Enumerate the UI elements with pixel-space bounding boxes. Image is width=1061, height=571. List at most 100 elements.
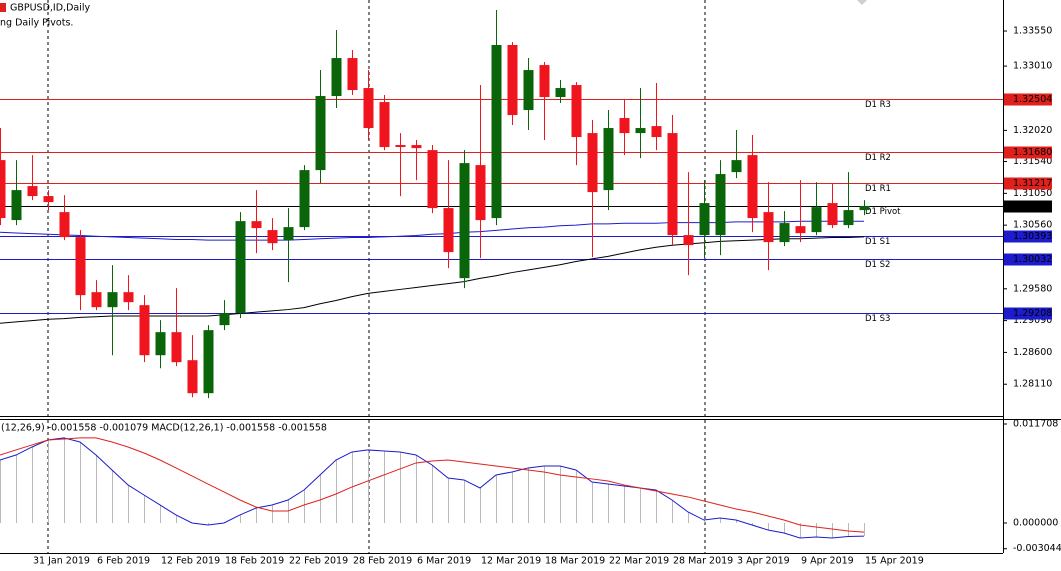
y-tick-label: 1.33550 xyxy=(1013,26,1052,37)
candle-body xyxy=(619,118,630,134)
signal-line xyxy=(0,437,865,533)
candle-body xyxy=(395,145,406,148)
candle-body xyxy=(843,210,854,226)
price-box-label: 1.31680 xyxy=(1013,147,1052,158)
chart-title: GBPUSD,ID,Daily xyxy=(10,3,90,14)
y-tick-label: 1.28110 xyxy=(1013,379,1052,390)
candle-body xyxy=(523,70,534,111)
candle-body xyxy=(747,155,758,219)
candle-body xyxy=(139,305,150,356)
candle-body xyxy=(299,170,310,228)
candle-body xyxy=(571,85,582,138)
x-tick-label: 28 Feb 2019 xyxy=(353,556,412,567)
candle-body xyxy=(587,133,598,193)
pivot-label: D1 R3 xyxy=(865,100,891,110)
candle-body xyxy=(363,88,374,129)
price-panel: D1 R3 D1 R2 D1 R1 D1 Pivot D1 S1 D1 S2 D1 S3 xyxy=(0,9,1003,399)
pivot-label: D1 Pivot xyxy=(865,207,901,217)
candle-body xyxy=(811,207,822,233)
candle-body xyxy=(379,102,390,148)
price-box-label: 1.29208 xyxy=(1013,308,1052,319)
x-tick-label: 31 Jan 2019 xyxy=(33,556,90,567)
x-tick-label: 12 Feb 2019 xyxy=(161,556,220,567)
price-box xyxy=(1004,307,1052,320)
x-tick-label: 3 Apr 2019 xyxy=(737,556,790,567)
y-tick-label: 1.32020 xyxy=(1013,125,1052,136)
candle-body xyxy=(283,227,294,241)
macd-line xyxy=(0,437,865,539)
candle-body xyxy=(603,128,614,191)
scroll-marker xyxy=(857,0,867,5)
candle-body xyxy=(27,186,38,197)
candle-body xyxy=(155,332,166,356)
candle-body xyxy=(267,230,278,244)
macd-title: (12,26,9) -0.001558 -0.001079 MACD(12,26… xyxy=(1,423,327,434)
candle-body xyxy=(251,221,262,229)
x-tick-label: 15 Apr 2019 xyxy=(865,556,924,567)
candle-body xyxy=(91,292,102,308)
macd-panel xyxy=(0,437,865,539)
symbol-icon xyxy=(0,3,6,12)
candle-body xyxy=(475,165,486,221)
price-box xyxy=(1004,93,1052,106)
price-box xyxy=(1004,253,1052,266)
candle-body xyxy=(731,160,742,173)
candle-body xyxy=(699,203,710,236)
x-tick-label: 6 Mar 2019 xyxy=(417,556,471,567)
candle-body xyxy=(635,128,646,134)
candle-body xyxy=(235,221,246,314)
candle-body xyxy=(827,203,838,226)
x-tick-label: 22 Feb 2019 xyxy=(289,556,348,567)
candle-body xyxy=(651,126,662,138)
indicator-caption: ng Daily Pivots. xyxy=(0,18,73,29)
x-tick-label: 12 Mar 2019 xyxy=(481,556,541,567)
price-box-label: 1.30856 xyxy=(1013,201,1052,212)
candle-body xyxy=(411,145,422,149)
candle-body xyxy=(219,313,230,326)
candle-body xyxy=(779,223,790,243)
x-tick-label: 18 Mar 2019 xyxy=(545,556,605,567)
pivot-label: D1 R2 xyxy=(865,153,891,163)
price-box-label: 1.32504 xyxy=(1013,94,1052,105)
price-box xyxy=(1004,177,1052,190)
price-box-label: 1.31217 xyxy=(1013,178,1052,189)
y-tick-label: -0.003044 xyxy=(1013,543,1061,554)
candle-body xyxy=(187,360,198,394)
x-tick-label: 18 Feb 2019 xyxy=(225,556,284,567)
y-tick-label: 1.29090 xyxy=(1013,315,1052,326)
price-box-label: 1.30032 xyxy=(1013,254,1052,265)
candle-body xyxy=(667,133,678,236)
candle-body xyxy=(555,88,566,98)
y-tick-label: 0.000000 xyxy=(1013,517,1058,528)
y-tick-label: 1.28600 xyxy=(1013,347,1052,358)
candle-body xyxy=(315,96,326,171)
candle-body xyxy=(123,292,134,303)
x-tick-label: 28 Mar 2019 xyxy=(673,556,733,567)
candle-body xyxy=(763,212,774,243)
price-box xyxy=(1004,200,1052,213)
candle-body xyxy=(107,292,118,308)
candle-body xyxy=(75,237,86,296)
x-tick-label: 9 Apr 2019 xyxy=(801,556,854,567)
pivot-label: D1 S2 xyxy=(865,260,890,270)
candle-body xyxy=(0,160,6,219)
y-tick-label: 1.30560 xyxy=(1013,220,1052,231)
candle-body xyxy=(171,332,182,363)
pivot-label: D1 S1 xyxy=(865,237,890,247)
candle-body xyxy=(43,196,54,203)
x-tick-label: 22 Mar 2019 xyxy=(609,556,669,567)
y-tick-label: 0.011708 xyxy=(1013,418,1058,429)
pivot-label: D1 S3 xyxy=(865,314,890,324)
candle-body xyxy=(443,208,454,253)
candle-body xyxy=(795,226,806,234)
candle-body xyxy=(859,205,870,211)
candle-body xyxy=(331,58,342,97)
candle-body xyxy=(11,190,22,221)
candle-body xyxy=(491,44,502,219)
axes: 1.33550 1.33010 1.32020 1.31540 1.31050 1.305… xyxy=(0,0,1061,554)
candle-body xyxy=(427,150,438,209)
y-tick-label: 1.31540 xyxy=(1013,156,1052,167)
y-tick-label: 1.29580 xyxy=(1013,283,1052,294)
y-tick-label: 1.31050 xyxy=(1013,188,1052,199)
price-box xyxy=(1004,230,1052,243)
